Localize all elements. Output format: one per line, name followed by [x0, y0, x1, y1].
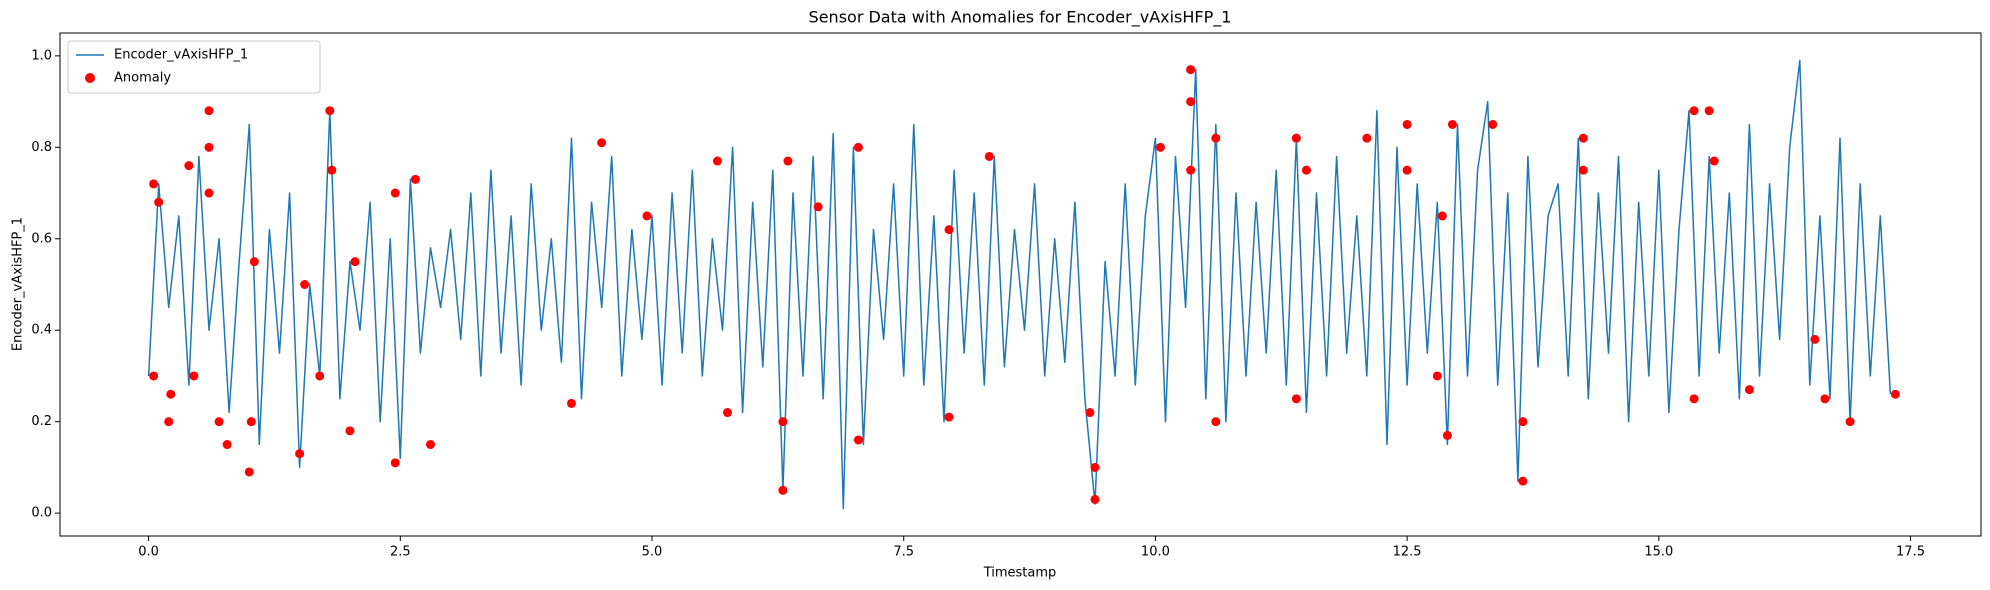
- anomaly-point: [597, 138, 607, 148]
- anomaly-point: [783, 156, 793, 166]
- anomaly-point: [345, 426, 355, 436]
- anomaly-point: [166, 389, 176, 399]
- anomaly-point: [1090, 494, 1100, 504]
- anomaly-point: [164, 417, 174, 427]
- anomaly-point: [149, 371, 159, 381]
- y-tick-label: 0.0: [31, 506, 52, 521]
- anomaly-point: [184, 161, 194, 171]
- anomaly-point: [149, 179, 159, 189]
- anomaly-point: [350, 257, 360, 267]
- x-tick-label: 0.0: [138, 545, 159, 560]
- anomaly-point: [1402, 165, 1412, 175]
- anomaly-point: [1186, 97, 1196, 107]
- legend-box: [67, 40, 321, 94]
- y-tick-label: 0.8: [31, 140, 52, 155]
- anomaly-point: [642, 211, 652, 221]
- anomaly-point: [390, 458, 400, 468]
- anomaly-point: [1291, 133, 1301, 143]
- anomaly-point: [1845, 417, 1855, 427]
- anomaly-point: [813, 202, 823, 212]
- anomaly-point: [778, 485, 788, 495]
- anomaly-point: [1432, 371, 1442, 381]
- anomaly-point: [204, 142, 214, 152]
- y-axis-label: Encoder_vAxisHFP_1: [11, 217, 26, 351]
- anomaly-point: [325, 106, 335, 116]
- anomaly-point: [712, 156, 722, 166]
- data-line: [147, 59, 1892, 510]
- anomaly-point: [1709, 156, 1719, 166]
- anomaly-point: [853, 435, 863, 445]
- anomaly-point: [1518, 417, 1528, 427]
- anomaly-point: [315, 371, 325, 381]
- anomaly-point: [1578, 133, 1588, 143]
- anomaly-point: [390, 188, 400, 198]
- anomaly-point: [1301, 165, 1311, 175]
- anomaly-point: [944, 225, 954, 235]
- axes-frame: [59, 32, 1982, 537]
- legend-label: Anomaly: [114, 71, 171, 86]
- anomaly-point: [410, 174, 420, 184]
- anomaly-point: [1689, 394, 1699, 404]
- anomaly-point: [1689, 106, 1699, 116]
- x-tick-label: 17.5: [1896, 545, 1925, 560]
- anomaly-point: [1810, 334, 1820, 344]
- anomaly-point: [300, 280, 310, 289]
- y-tick-label: 1.0: [31, 48, 52, 63]
- anomaly-point: [1488, 119, 1498, 129]
- anomaly-point: [944, 412, 954, 422]
- anomaly-point: [244, 467, 254, 477]
- anomaly-point: [566, 398, 576, 408]
- anomaly-point: [1090, 462, 1100, 472]
- x-tick-label: 10.0: [1141, 545, 1170, 560]
- anomaly-point: [1362, 133, 1372, 143]
- anomaly-point: [246, 417, 256, 427]
- anomaly-point: [1820, 394, 1830, 404]
- anomaly-point: [1704, 106, 1714, 116]
- y-tick-label: 0.2: [31, 414, 52, 429]
- x-tick-label: 2.5: [390, 545, 411, 560]
- anomaly-point: [984, 151, 994, 161]
- anomaly-point: [1186, 165, 1196, 175]
- anomaly-point: [214, 417, 224, 427]
- anomaly-point: [1155, 142, 1165, 152]
- anomaly-point: [1442, 430, 1452, 440]
- anomaly-point: [154, 197, 164, 207]
- anomaly-point: [1085, 408, 1095, 418]
- anomaly-point: [1578, 165, 1588, 175]
- anomaly-point: [1518, 476, 1528, 486]
- y-tick-label: 0.6: [31, 231, 52, 246]
- anomaly-point: [327, 165, 337, 175]
- x-tick-label: 15.0: [1644, 545, 1673, 560]
- anomaly-point: [1402, 119, 1412, 129]
- anomaly-point: [295, 449, 305, 459]
- anomaly-point: [249, 257, 259, 267]
- anomaly-point: [1890, 389, 1900, 399]
- anomaly-point: [1211, 133, 1221, 143]
- anomaly-point: [204, 188, 214, 198]
- anomaly-point: [1186, 65, 1196, 75]
- x-axis-label: Timestamp: [983, 566, 1057, 581]
- anomaly-point: [222, 440, 232, 450]
- anomaly-point: [426, 440, 436, 450]
- x-tick-label: 12.5: [1393, 545, 1422, 560]
- anomaly-point: [778, 417, 788, 427]
- legend-label: Encoder_vAxisHFP_1: [114, 48, 248, 63]
- anomaly-point: [1211, 417, 1221, 427]
- anomaly-point: [1744, 385, 1754, 395]
- x-tick-label: 7.5: [893, 545, 914, 560]
- anomaly-point: [204, 106, 214, 116]
- chart-title: Sensor Data with Anomalies for Encoder_v…: [809, 8, 1232, 28]
- anomaly-point: [1437, 211, 1447, 221]
- anomaly-point: [1291, 394, 1301, 404]
- anomaly-point: [189, 371, 199, 381]
- x-tick-label: 5.0: [642, 545, 663, 560]
- anomaly-point: [723, 408, 733, 418]
- anomaly-point: [1447, 119, 1457, 129]
- legend-marker: [85, 73, 95, 83]
- y-tick-label: 0.4: [31, 323, 52, 338]
- anomaly-point: [853, 142, 863, 152]
